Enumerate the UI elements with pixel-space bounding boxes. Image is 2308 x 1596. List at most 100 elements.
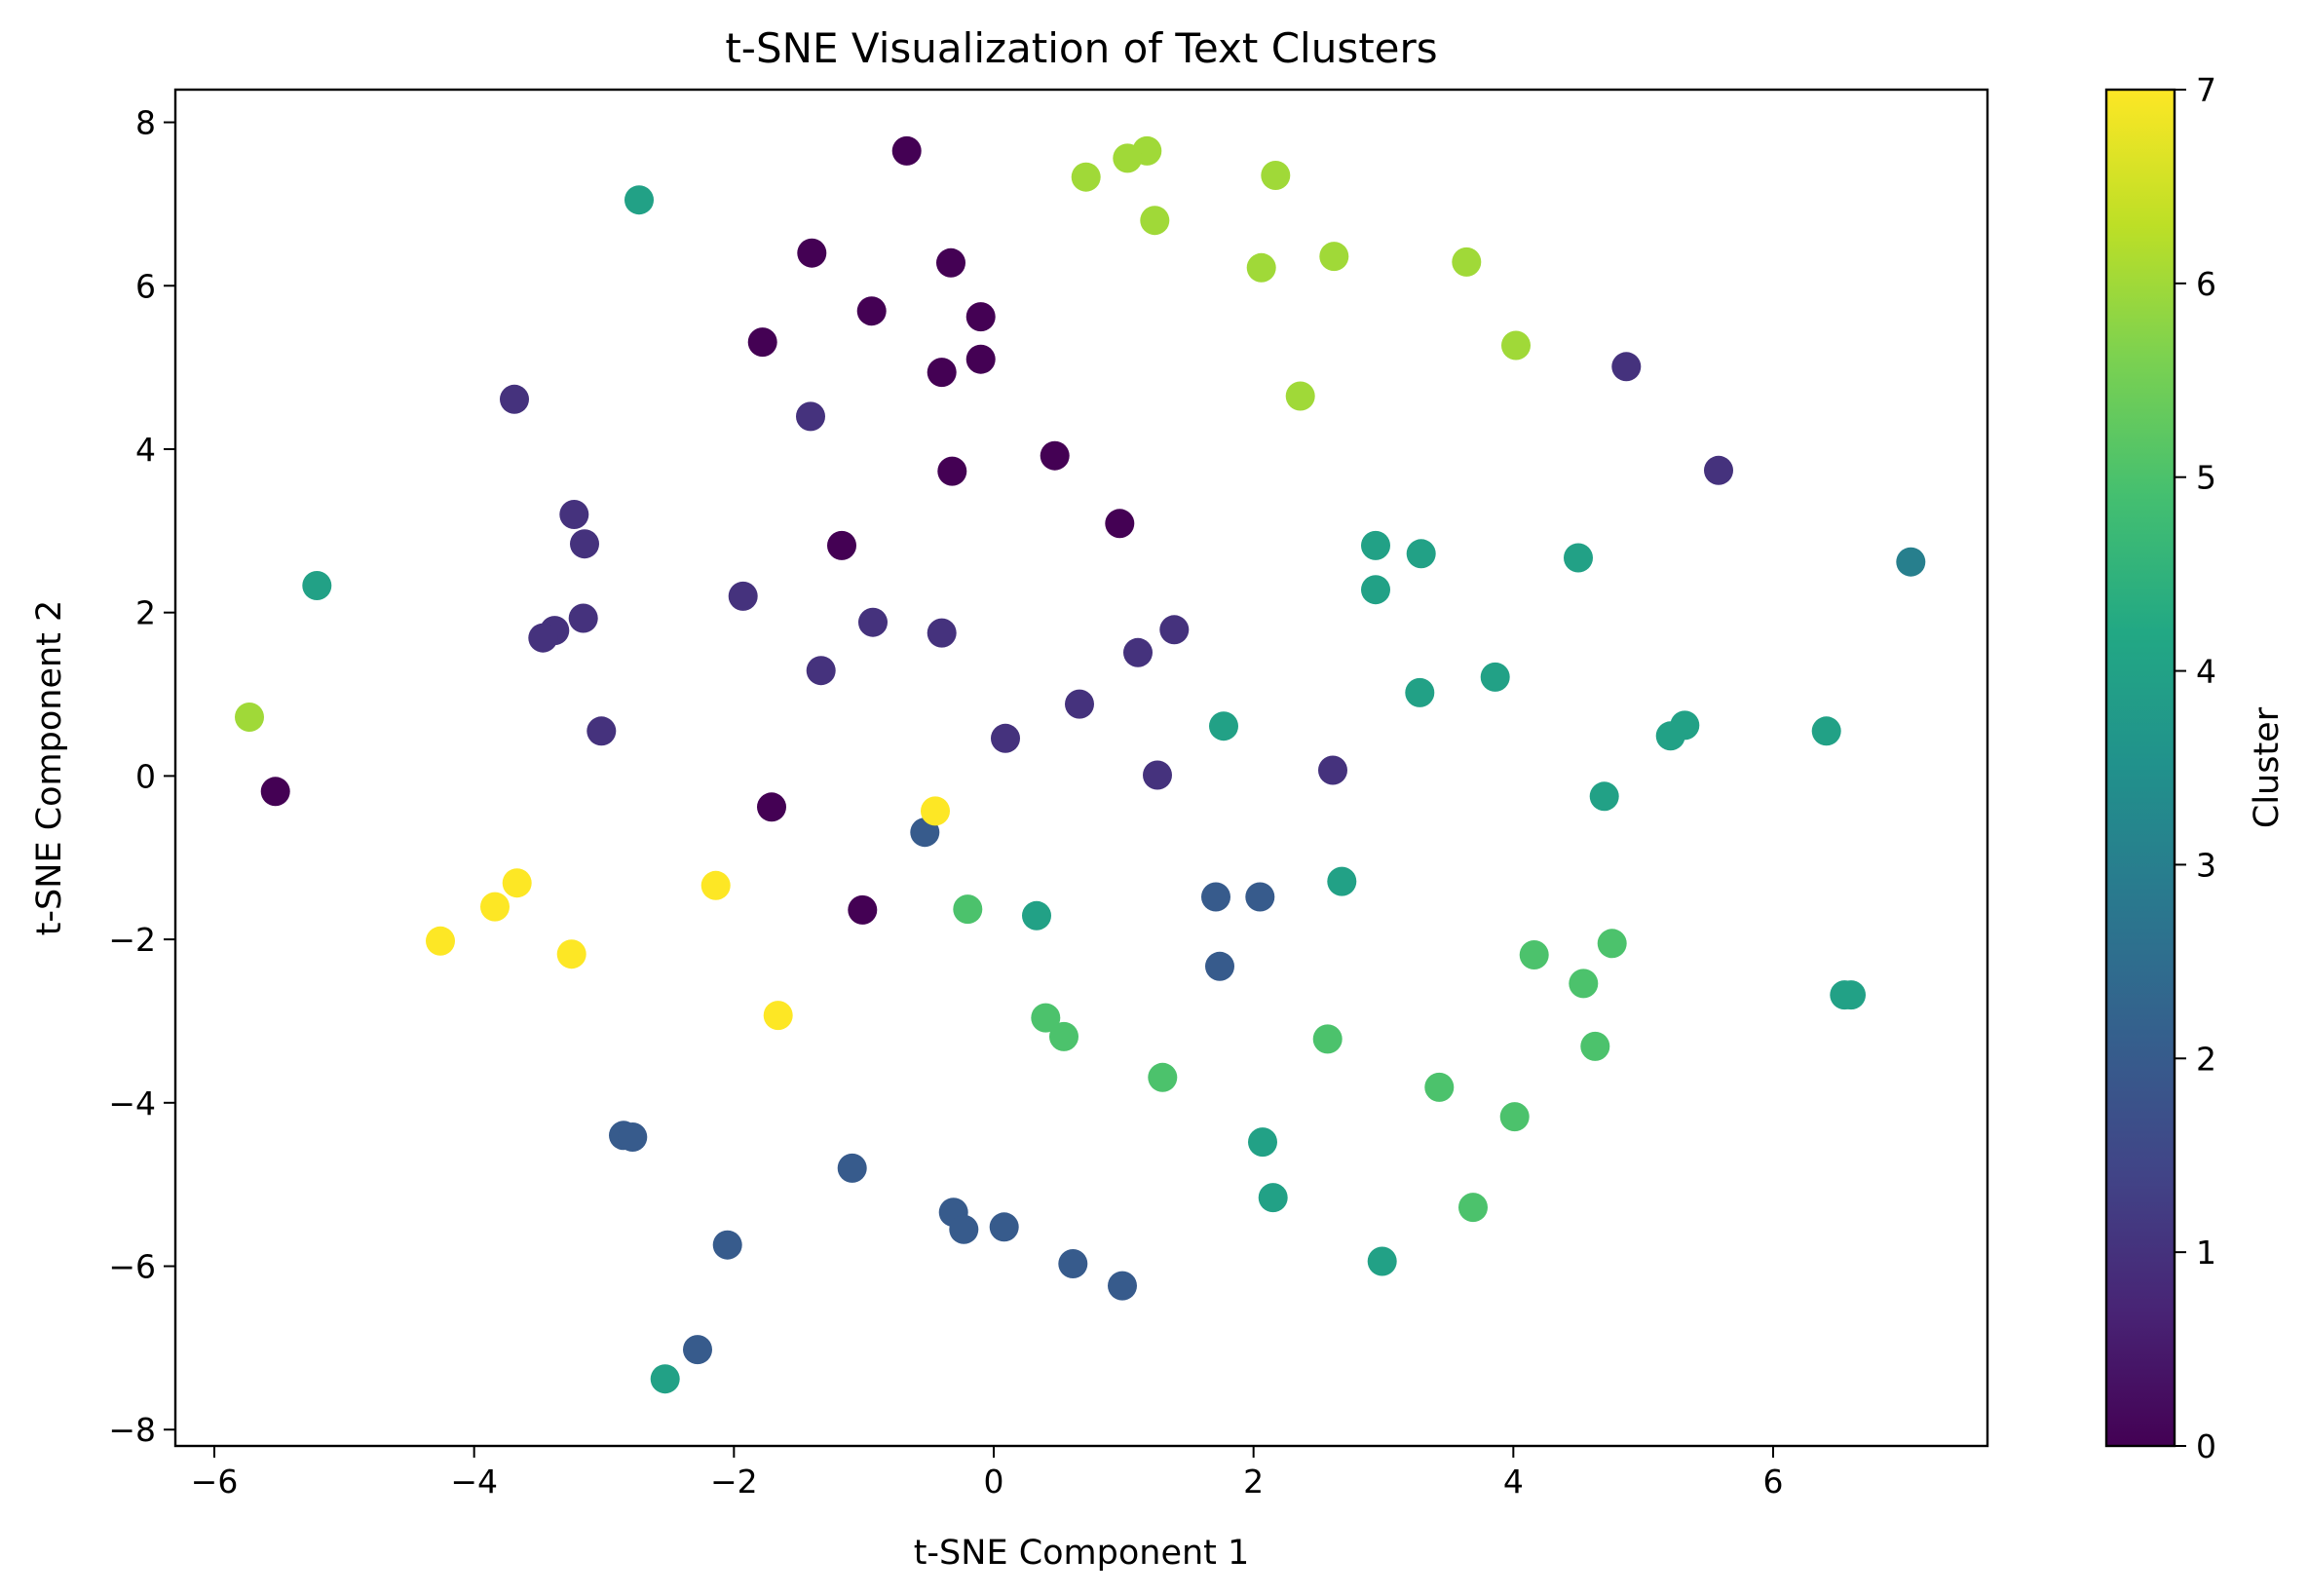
y-tick-label: −4	[108, 1084, 156, 1122]
scatter-point	[921, 796, 950, 826]
scatter-point	[1458, 1193, 1488, 1223]
colorbar-tick-label: 7	[2196, 71, 2216, 109]
y-tick-label: 0	[135, 757, 156, 795]
scatter-point	[618, 1122, 648, 1152]
scatter-point	[856, 296, 887, 326]
scatter-point	[426, 926, 455, 956]
scatter-point	[806, 656, 836, 686]
y-tick-label: −6	[108, 1248, 156, 1286]
y-tick-label: 2	[135, 594, 156, 632]
x-tick-label: −6	[191, 1463, 239, 1501]
scatter-point	[1597, 929, 1627, 959]
scatter-point	[747, 327, 777, 358]
scatter-point	[891, 135, 922, 166]
scatter-point	[480, 892, 510, 922]
x-tick-label: 6	[1763, 1463, 1784, 1501]
scatter-point	[624, 185, 654, 215]
y-tick-label: −2	[108, 921, 156, 959]
scatter-point	[1108, 1271, 1137, 1301]
scatter-point	[1246, 252, 1276, 283]
scatter-point	[1105, 509, 1135, 539]
scatter-point	[1318, 755, 1347, 785]
colorbar-ticks: 0 1 2 3 4 5 6 7	[2175, 71, 2216, 1465]
scatter-point	[1285, 381, 1315, 411]
scatter-point	[1361, 530, 1390, 560]
scatter-point	[927, 358, 957, 388]
scatter-point	[650, 1364, 680, 1394]
scatter-point	[1452, 247, 1482, 277]
x-axis-ticks: −6 −4 −2 0 2 4 6	[191, 1446, 1784, 1501]
x-tick-label: −4	[450, 1463, 498, 1501]
scatter-point	[837, 1153, 867, 1183]
scatter-point	[1564, 543, 1593, 573]
plot-frame	[173, 88, 1989, 1448]
scatter-point	[797, 238, 827, 268]
scatter-point	[1896, 547, 1926, 577]
scatter-point	[953, 894, 983, 925]
plot-area: −6 −4 −2 0 2 4 6 −8 −6 −4 −2 0 2 4 6 8	[108, 88, 1989, 1501]
scatter-point	[302, 571, 332, 600]
scatter-point	[1143, 760, 1172, 790]
scatter-point	[1312, 1024, 1343, 1054]
colorbar: 0 1 2 3 4 5 6 7 Cluster	[2104, 71, 2287, 1465]
scatter-point	[260, 777, 290, 807]
scatter-point	[1519, 940, 1549, 969]
scatter-point	[1327, 866, 1357, 896]
scatter-point	[570, 529, 599, 559]
chart-title: t-SNE Visualization of Text Clusters	[725, 24, 1437, 72]
colorbar-gradient	[2104, 88, 2176, 1448]
scatter-point	[1811, 716, 1841, 746]
scatter-point	[1148, 1062, 1178, 1092]
colorbar-tick-label: 6	[2196, 265, 2216, 303]
scatter-point	[1569, 969, 1599, 999]
scatter-point	[1258, 1183, 1288, 1213]
scatter-point	[858, 607, 888, 637]
x-tick-label: 0	[984, 1463, 1004, 1501]
x-tick-label: −2	[710, 1463, 758, 1501]
scatter-point	[1361, 575, 1390, 605]
scatter-point	[1480, 662, 1510, 692]
scatter-point	[559, 500, 589, 529]
scatter-point	[728, 581, 758, 611]
scatter-point	[848, 894, 878, 925]
scatter-point	[683, 1335, 712, 1365]
scatter-point	[937, 456, 967, 486]
y-tick-label: 6	[135, 267, 156, 305]
scatter-point	[1049, 1021, 1078, 1051]
scatter-point	[1405, 677, 1435, 707]
colorbar-tick-label: 5	[2196, 459, 2216, 497]
y-tick-label: 8	[135, 104, 156, 142]
scatter-point	[586, 716, 617, 746]
scatter-point	[1123, 637, 1153, 667]
scatter-point	[1140, 206, 1170, 236]
colorbar-tick-label: 0	[2196, 1427, 2216, 1465]
scatter-point	[949, 1214, 979, 1244]
scatter-point	[1065, 689, 1094, 719]
scatter-point	[500, 384, 529, 414]
scatter-point	[1424, 1072, 1455, 1102]
scatter-point	[989, 1212, 1019, 1242]
scatter-point	[965, 302, 996, 332]
scatter-point	[827, 530, 856, 560]
x-tick-label: 2	[1243, 1463, 1264, 1501]
scatter-point	[502, 868, 532, 898]
scatter-point	[1261, 161, 1291, 190]
scatter-point	[1501, 330, 1531, 361]
scatter-point	[936, 247, 965, 278]
scatter-point	[1113, 143, 1143, 173]
colorbar-label: Cluster	[2248, 706, 2287, 828]
scatter-point	[1589, 781, 1619, 812]
scatter-point	[1071, 162, 1101, 192]
scatter-point	[1406, 539, 1436, 569]
scatter-point	[1580, 1031, 1610, 1061]
colorbar-tick-label: 4	[2196, 653, 2216, 691]
y-axis-ticks: −8 −6 −4 −2 0 2 4 6 8	[108, 104, 175, 1449]
scatter-point	[1022, 900, 1051, 931]
y-tick-label: −8	[108, 1411, 156, 1449]
y-axis-label: t-SNE Component 2	[30, 600, 69, 936]
scatter-point	[965, 344, 996, 374]
scatter-point	[1367, 1246, 1397, 1276]
scatter-point	[1031, 1003, 1061, 1033]
scatter-point	[1704, 455, 1733, 485]
scatter-point	[235, 703, 264, 732]
